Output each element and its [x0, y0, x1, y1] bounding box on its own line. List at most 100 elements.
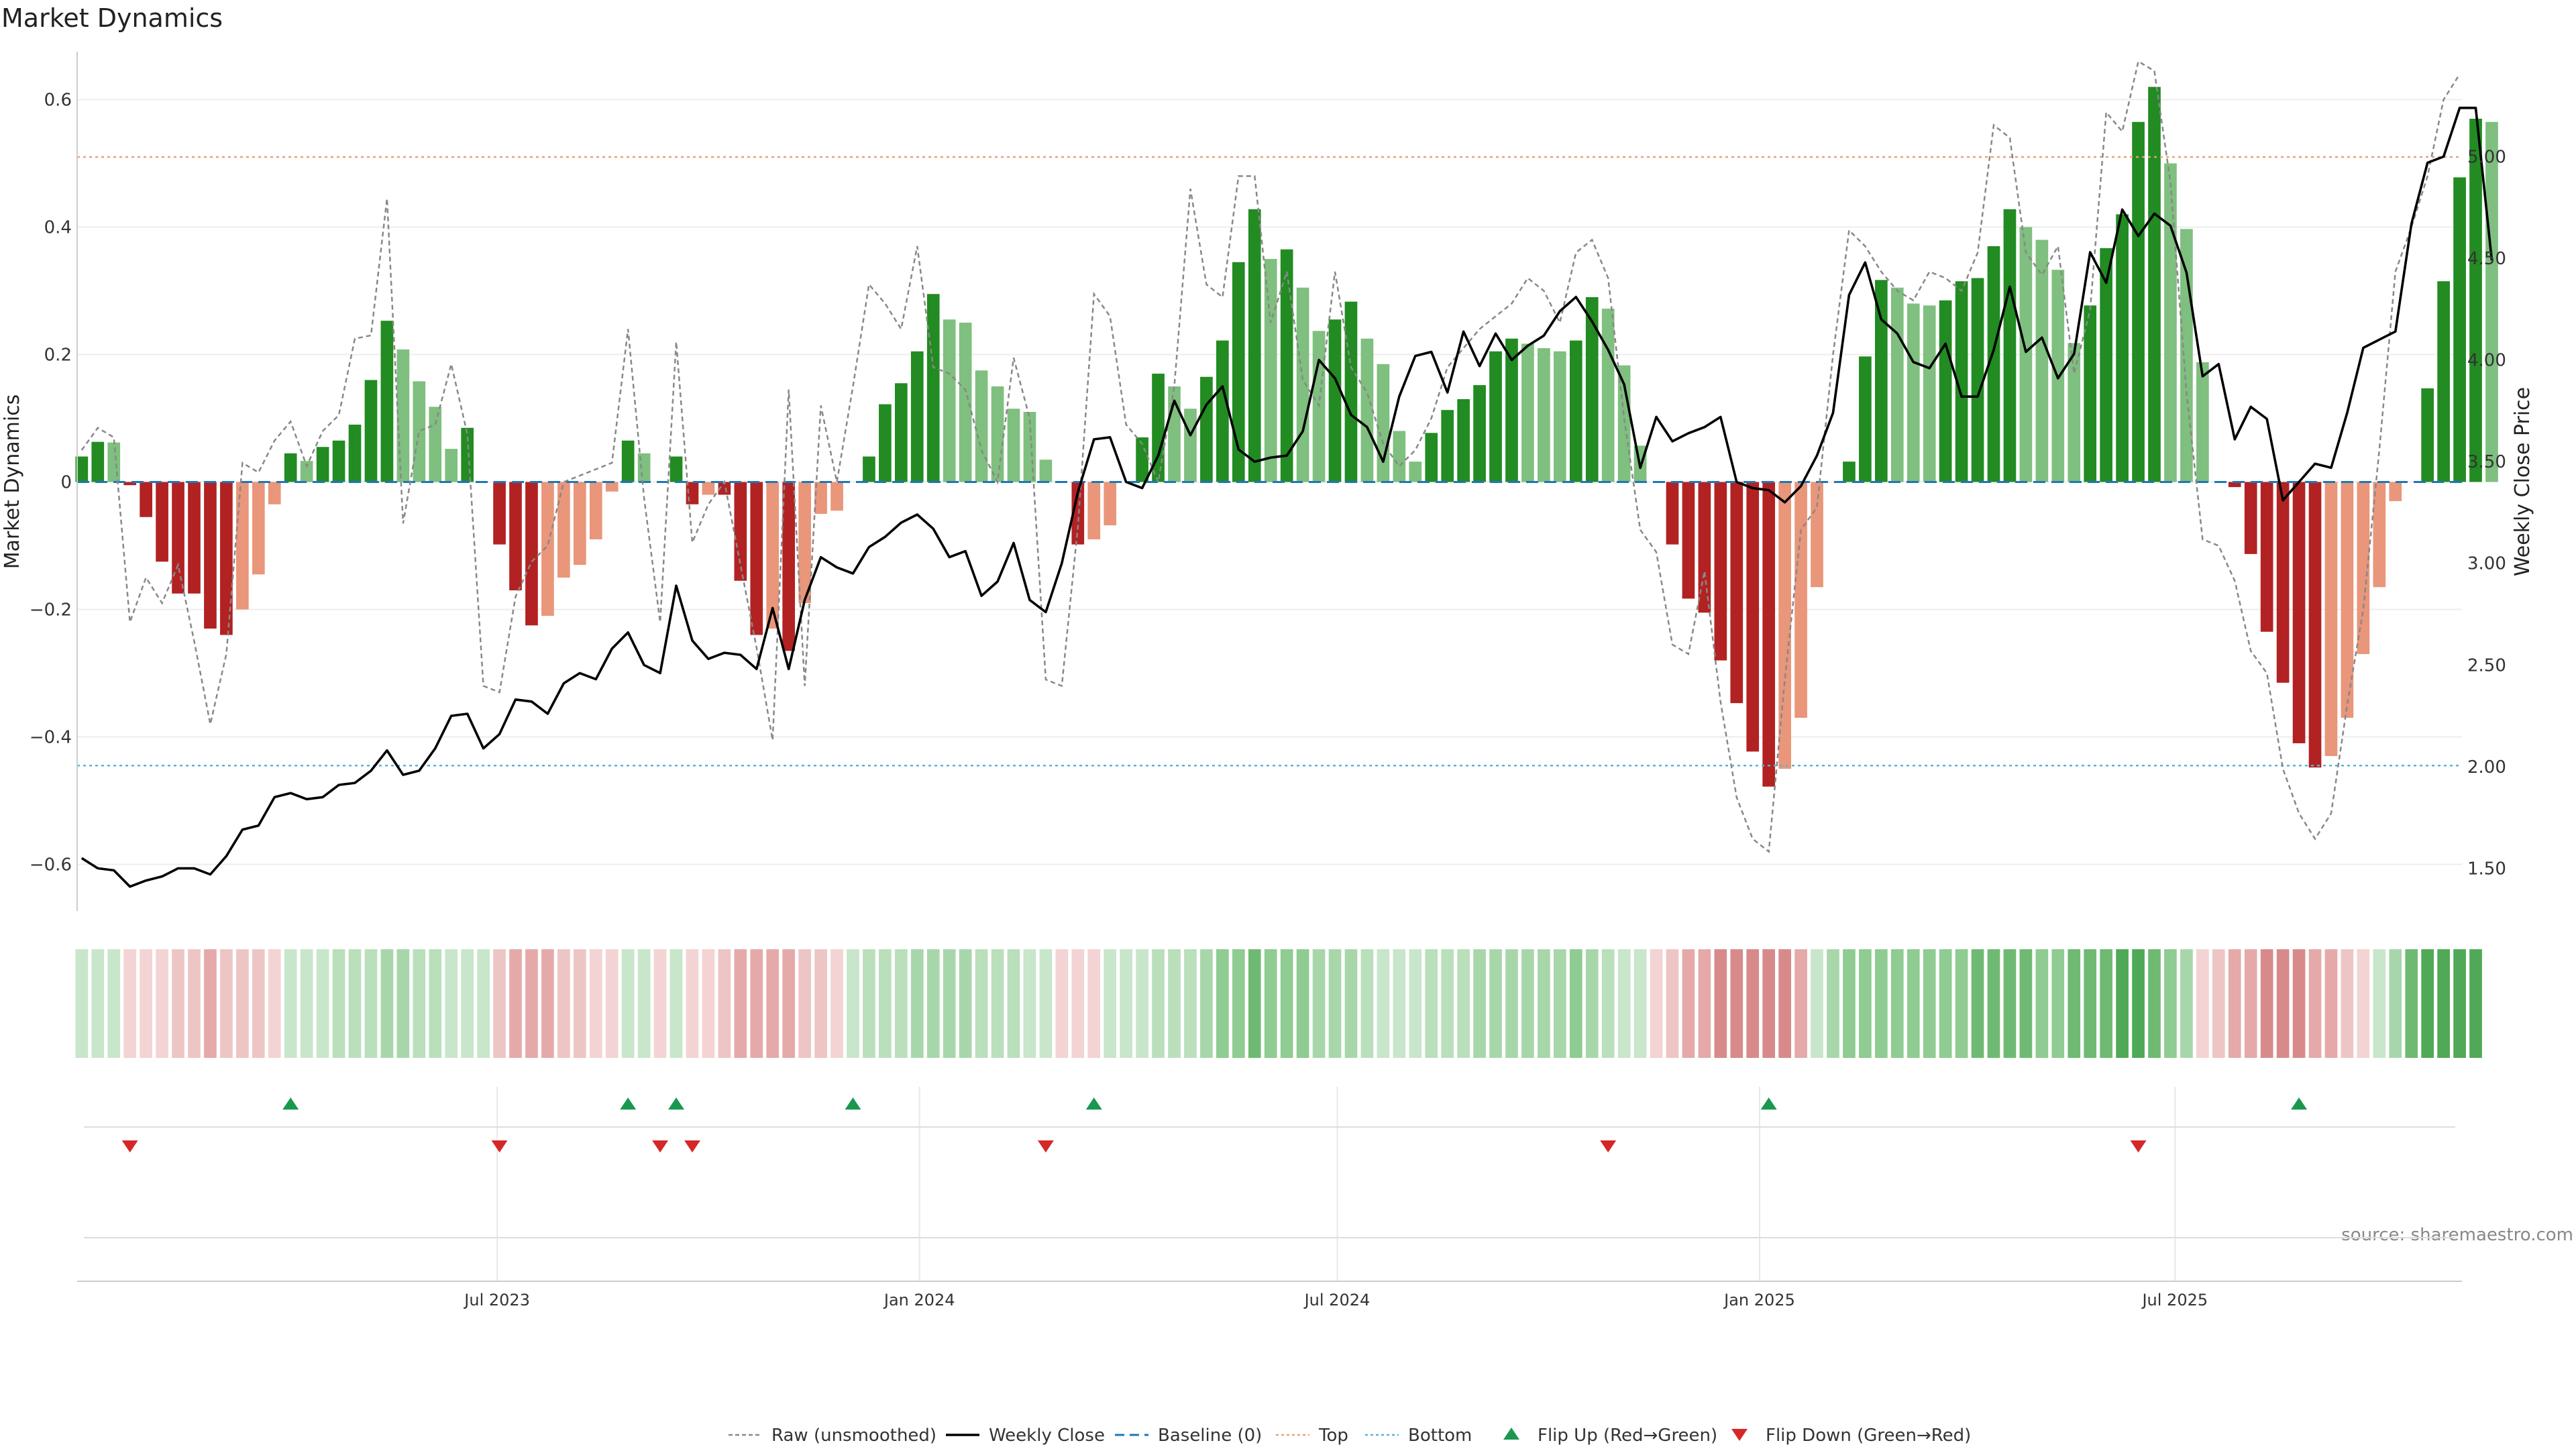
heat-strip: [1762, 949, 1776, 1058]
flip-down-marker: [121, 1140, 138, 1152]
dynamics-bar: [123, 482, 137, 486]
dynamics-bar: [1489, 351, 1502, 482]
y2-tick-label: 5.00: [2467, 148, 2506, 168]
dynamics-bar: [1393, 431, 1406, 482]
heat-strip: [894, 949, 908, 1058]
heat-strip: [1055, 949, 1069, 1058]
legend-item-flip_down: Flip Down (Green→Red): [1731, 1426, 1971, 1446]
dynamics-bar: [156, 482, 168, 562]
dynamics-bar: [445, 449, 458, 482]
heat-strip: [1907, 949, 1920, 1058]
heat-strip: [2421, 949, 2434, 1058]
heat-strip: [734, 949, 747, 1058]
heat-strip: [2196, 949, 2209, 1058]
heat-strip: [1104, 949, 1117, 1058]
heat-strip: [621, 949, 635, 1058]
dynamics-bar: [2148, 87, 2161, 482]
heat-strip: [1698, 949, 1711, 1058]
heat-strip: [204, 949, 217, 1058]
y-tick-label: 0.6: [44, 91, 72, 111]
dynamics-bar: [1890, 287, 1904, 482]
heat-strip: [557, 949, 570, 1058]
dynamics-bar: [1907, 303, 1920, 482]
heat-strip: [236, 949, 249, 1058]
dynamics-bar: [332, 440, 345, 482]
heat-strip: [461, 949, 474, 1058]
dynamics-bar: [557, 482, 570, 578]
dynamics-bar: [1248, 209, 1261, 482]
heat-strip: [847, 949, 859, 1058]
y2-axis-label: Weekly Close Price: [2511, 387, 2534, 576]
heat-strip: [669, 949, 683, 1058]
dynamics-bar: [1360, 338, 1374, 482]
heat-strip: [830, 949, 843, 1058]
legend-label: Flip Down (Green→Red): [1766, 1426, 1971, 1446]
flip-up-marker: [845, 1097, 861, 1110]
heat-strip: [1441, 949, 1454, 1058]
heat-strip: [1039, 949, 1053, 1058]
heat-strip: [863, 949, 875, 1058]
dynamics-bar: [2100, 248, 2112, 482]
dynamics-bar: [926, 294, 940, 482]
heat-strip: [1746, 949, 1760, 1058]
heat-strip: [943, 949, 956, 1058]
dynamics-bar: [1762, 482, 1776, 787]
heat-strip: [1200, 949, 1213, 1058]
heat-strip: [413, 949, 426, 1058]
dynamics-bar: [1971, 278, 1984, 482]
dynamics-bar: [91, 441, 105, 482]
heat-strip: [1730, 949, 1743, 1058]
dynamics-bar: [1538, 348, 1550, 482]
dynamics-bar: [1505, 338, 1518, 482]
dynamics-bar: [814, 482, 827, 514]
dynamics-bar: [879, 404, 892, 482]
heat-strip: [2100, 949, 2112, 1058]
dynamics-bar: [1280, 249, 1293, 482]
legend-label: Flip Up (Red→Green): [1538, 1426, 1717, 1446]
heat-strip: [2084, 949, 2097, 1058]
heat-strip: [2116, 949, 2129, 1058]
dynamics-bar: [734, 482, 747, 581]
dynamics-bar: [268, 482, 281, 504]
dynamics-bar: [718, 482, 731, 495]
heat-strip: [1569, 949, 1582, 1058]
dynamics-bar: [364, 380, 378, 482]
heat-strip: [1987, 949, 2000, 1058]
y2-tick-label: 2.50: [2467, 655, 2506, 676]
heat-strip: [91, 949, 105, 1058]
flip-down-marker: [491, 1140, 508, 1152]
dynamics-bar: [413, 381, 426, 482]
dynamics-bar: [1296, 287, 1309, 482]
dynamics-bar: [1843, 462, 1856, 482]
heat-strip: [1328, 949, 1342, 1058]
x-tick-label: Jul 2025: [2141, 1291, 2208, 1309]
weekly-close-line: [80, 107, 2493, 888]
heat-strip: [2405, 949, 2418, 1058]
heat-strip: [1633, 949, 1647, 1058]
dynamics-bar: [1087, 482, 1101, 539]
dynamics-bar: [2389, 482, 2402, 501]
y-tick-label: 0.4: [44, 218, 72, 238]
dynamics-bar: [1939, 300, 1952, 482]
heat-strip: [2260, 949, 2273, 1058]
heat-strip: [2035, 949, 2049, 1058]
dynamics-bar: [2324, 482, 2338, 756]
flip-up-marker: [282, 1097, 299, 1110]
y-axis-label: Market Dynamics: [1, 394, 24, 570]
flip-up-marker: [2291, 1097, 2308, 1110]
heat-strip: [1585, 949, 1599, 1058]
legend-item-close: Weekly Close: [946, 1426, 1105, 1446]
dynamics-bar: [2180, 229, 2193, 482]
dynamics-bar: [1232, 262, 1245, 482]
heat-strip: [332, 949, 345, 1058]
heat-strip: [2068, 949, 2081, 1058]
dynamics-bar: [702, 482, 715, 495]
legend-label: Bottom: [1408, 1426, 1472, 1446]
heat-strip: [107, 949, 121, 1058]
heat-strip: [1360, 949, 1374, 1058]
source-label: source: sharemaestro.com: [2341, 1225, 2573, 1245]
dynamics-bar: [589, 482, 602, 539]
heat-strip: [493, 949, 506, 1058]
dynamics-bar: [1666, 482, 1679, 545]
